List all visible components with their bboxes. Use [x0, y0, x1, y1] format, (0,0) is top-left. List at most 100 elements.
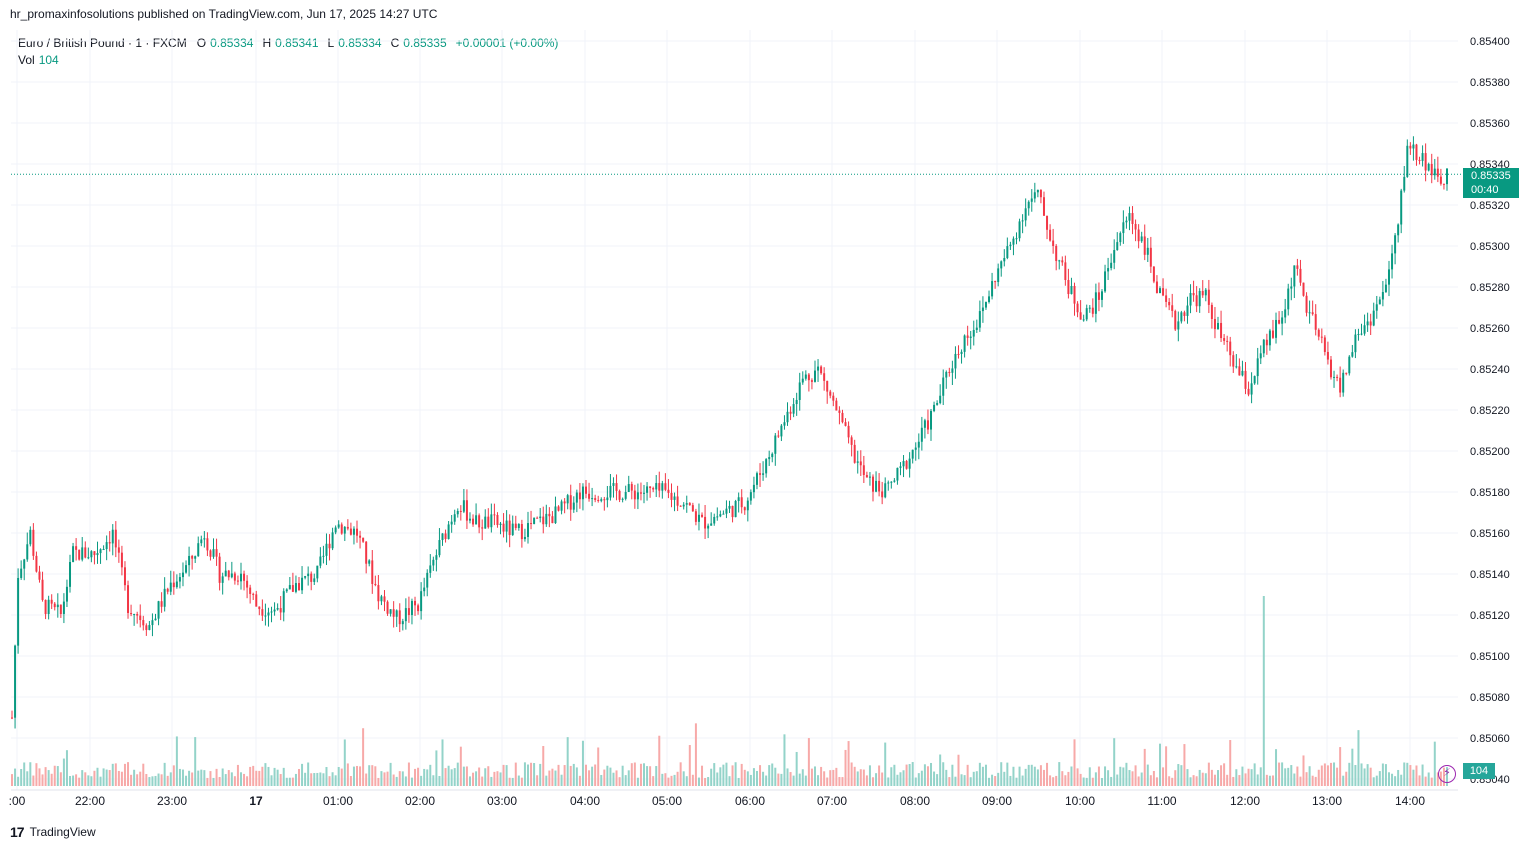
volume-bar [1265, 774, 1268, 786]
candle-body [920, 427, 923, 442]
volume-bar [273, 767, 276, 786]
x-tick-label: 04:00 [570, 794, 600, 808]
candle-body [1375, 304, 1378, 311]
candle-body [991, 281, 994, 297]
candle-body [618, 490, 621, 500]
open-value: 0.85334 [210, 36, 254, 50]
volume-bar [957, 754, 960, 786]
volume-bar [23, 762, 26, 786]
candle-body [127, 585, 130, 614]
volume-bar [456, 762, 459, 786]
volume-bar [1015, 777, 1018, 786]
candle-body [1104, 271, 1107, 292]
candle-body [1409, 145, 1412, 149]
volume-bar [185, 775, 188, 786]
candle-body [188, 555, 191, 566]
volume-bar [197, 770, 200, 786]
candle-body [658, 483, 661, 491]
candle-body [435, 555, 438, 560]
candle-body [1052, 240, 1055, 246]
candle-body [557, 506, 560, 511]
volume-bar [331, 772, 334, 786]
volume-bar [942, 762, 945, 786]
volume-bar [352, 766, 355, 786]
candle-body [1268, 330, 1271, 346]
candle-body [697, 514, 700, 522]
candle-body [81, 547, 84, 560]
candle-body [636, 492, 639, 500]
candle-body [404, 608, 407, 622]
volume-bar [719, 767, 722, 786]
y-tick-label: 0.85360 [1470, 118, 1510, 130]
candle-body [1320, 336, 1323, 338]
volume-bar [1378, 771, 1381, 786]
x-tick-label: 13:00 [1312, 794, 1342, 808]
volume-bar [1100, 777, 1103, 786]
lightning-icon[interactable]: ⚡ [1438, 765, 1456, 783]
candle-body [1064, 262, 1067, 280]
volume-bar [1329, 762, 1332, 786]
volume-bar [1107, 770, 1110, 786]
volume-bar [716, 772, 719, 786]
volume-bar [236, 764, 239, 786]
volume-bar [209, 771, 212, 786]
volume-bar [307, 762, 310, 786]
candle-body [722, 513, 725, 515]
candle-body [551, 516, 554, 524]
candle-body [410, 600, 413, 616]
volume-bar [1284, 768, 1287, 786]
volume-histogram [11, 596, 1448, 786]
candle-body [206, 538, 209, 551]
brand-name: TradingView [29, 825, 96, 839]
candle-body [591, 498, 594, 500]
candle-body [191, 555, 194, 559]
candle-body [1241, 370, 1244, 376]
candle-body [792, 404, 795, 414]
candle-body [169, 582, 172, 592]
candle-body [456, 510, 459, 515]
volume-bar [853, 766, 856, 786]
candle-body [343, 526, 346, 534]
candle-body [728, 505, 731, 509]
candle-body [1299, 268, 1302, 283]
candle-body [1198, 290, 1201, 307]
volume-bar [441, 739, 444, 786]
volume-bar [1427, 772, 1430, 786]
candle-body [328, 543, 331, 549]
candle-body [511, 523, 514, 536]
candle-body [914, 447, 917, 450]
candle-body [50, 599, 53, 604]
candle-body [661, 483, 664, 491]
volume-bar [246, 776, 249, 786]
candle-body [1284, 309, 1287, 318]
volume-bar [768, 765, 771, 786]
volume-bar [1363, 768, 1366, 786]
high-value: 0.85341 [275, 36, 319, 50]
volume-bar [1079, 773, 1082, 786]
symbol-title[interactable]: Euro / British Pound · 1 · FXCM [18, 36, 187, 50]
volume-bar [890, 767, 893, 786]
volume-bar [655, 766, 658, 786]
volume-bar [319, 772, 322, 786]
candle-body [356, 528, 359, 536]
candle-body [1397, 224, 1400, 236]
candle-body [1372, 310, 1375, 326]
candle-body [1210, 304, 1213, 319]
volume-bar [1268, 775, 1271, 786]
volume-bar [1030, 764, 1033, 786]
candle-body [1122, 222, 1125, 234]
candle-body [1235, 366, 1238, 368]
candle-body [948, 371, 951, 373]
volume-bar [936, 774, 939, 786]
candle-body [755, 473, 758, 485]
volume-bar [572, 763, 575, 786]
volume-bar [99, 776, 102, 786]
candle-body [1369, 321, 1372, 326]
volume-label[interactable]: Vol [18, 53, 35, 67]
candle-body [969, 336, 972, 338]
volume-bar [737, 777, 740, 786]
volume-bar [65, 750, 68, 786]
volume-bar [450, 769, 453, 786]
volume-bar [1006, 762, 1009, 786]
